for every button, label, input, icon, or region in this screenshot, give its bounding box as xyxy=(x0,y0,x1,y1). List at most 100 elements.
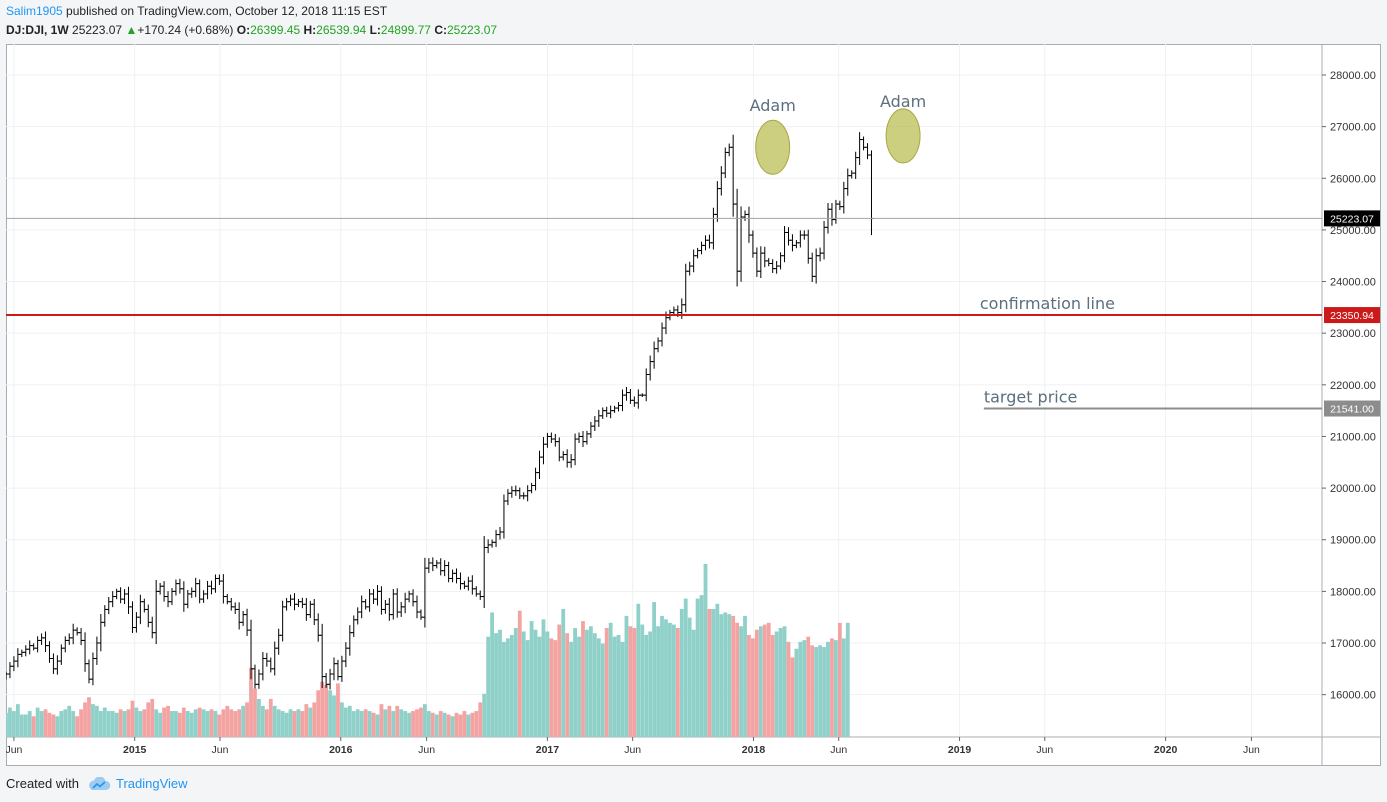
volume-bar xyxy=(608,622,613,737)
volume-bar xyxy=(841,638,846,737)
y-tick-label: 19000.00 xyxy=(1330,535,1376,547)
x-tick-label: 2015 xyxy=(123,744,147,756)
volume-bar xyxy=(284,712,289,737)
ohlc-bar xyxy=(394,588,400,618)
volume-bar xyxy=(502,641,506,737)
volume-bar xyxy=(743,615,747,737)
ohlc-bar xyxy=(556,437,562,462)
volume-bar xyxy=(656,626,660,737)
ohlc-bar xyxy=(19,649,25,658)
ohlc-bar xyxy=(386,598,392,621)
ohlc-bar xyxy=(651,341,657,369)
confirmation-line-label: confirmation line xyxy=(980,294,1115,313)
ohlc-bar xyxy=(406,590,412,603)
tradingview-link[interactable]: TradingView xyxy=(87,776,188,791)
volume-bar xyxy=(75,716,80,737)
volume-bar xyxy=(486,636,491,737)
ohlc-bar xyxy=(216,574,222,585)
ohlc-bar xyxy=(58,644,64,665)
volume-bar xyxy=(466,714,471,737)
volume-bar xyxy=(249,667,253,737)
volume-bar xyxy=(596,638,601,737)
ohlc-bar xyxy=(608,405,614,419)
volume-bar xyxy=(229,709,234,737)
volume-bar xyxy=(79,709,83,737)
volume-bar xyxy=(806,636,811,737)
publish-line: Salim1905 published on TradingView.com, … xyxy=(6,3,1381,20)
tradingview-cloud-icon xyxy=(89,776,111,790)
volume-bar xyxy=(411,711,415,737)
volume-bar xyxy=(533,629,538,737)
volume-bar xyxy=(395,705,400,737)
ohlc-bar xyxy=(517,487,523,500)
price-chart[interactable]: 16000.00 17000.00 18000.00 19000.00 20000.00… xyxy=(6,44,1381,766)
volume-bar xyxy=(675,628,680,737)
ohlc-bar xyxy=(319,623,325,688)
volume-bar xyxy=(494,633,498,737)
ohlc-bar xyxy=(576,432,582,443)
volume-bar xyxy=(260,705,265,737)
volume-bar xyxy=(691,629,696,737)
ohlc-bar xyxy=(552,434,558,447)
volume-bar xyxy=(324,685,329,737)
volume-bar xyxy=(142,709,147,737)
volume-bar xyxy=(134,707,139,737)
high-value: 26539.94 xyxy=(316,23,367,37)
volume-bar xyxy=(423,704,427,737)
author-link[interactable]: Salim1905 xyxy=(6,4,63,18)
ohlc-bar xyxy=(153,579,159,645)
chart-header: Salim1905 published on TradingView.com, … xyxy=(6,3,1381,40)
ohlc-bar xyxy=(157,583,163,595)
ohlc-bar xyxy=(169,587,175,606)
ohlc-bar xyxy=(149,616,155,639)
ohlc-bar xyxy=(533,467,539,491)
volume-bar xyxy=(810,645,815,737)
ohlc-bar xyxy=(31,643,37,651)
volume-bar xyxy=(383,709,388,737)
volume-bar xyxy=(719,614,724,737)
ohlc-bar xyxy=(845,168,851,196)
volume-bar xyxy=(347,705,352,737)
volume-bar xyxy=(154,709,159,737)
volume-bar xyxy=(300,711,305,737)
x-tick-label: 2017 xyxy=(536,744,560,756)
x-tick-label: Jun xyxy=(1036,744,1053,756)
ohlc-bar xyxy=(205,580,211,600)
ohlc-bar xyxy=(212,574,218,593)
volume-bar xyxy=(296,709,301,737)
symbol-label[interactable]: DJ:DJI, 1W xyxy=(6,23,69,37)
volume-bar xyxy=(703,564,708,737)
ohlc-bar xyxy=(141,598,147,613)
volume-bar xyxy=(213,711,218,737)
volume-bar xyxy=(458,714,463,737)
volume-bar xyxy=(332,695,336,737)
ohlc-bar xyxy=(477,590,483,600)
ohlc-bar xyxy=(382,599,388,614)
ohlc-bar xyxy=(378,586,384,615)
ohlc-bar xyxy=(284,597,290,611)
volume-bar xyxy=(288,709,293,737)
ohlc-bar xyxy=(442,560,448,577)
volume-bar xyxy=(91,704,95,737)
target-price-label: target price xyxy=(984,388,1078,407)
volume-bar xyxy=(632,628,637,737)
volume-bar xyxy=(391,711,396,737)
ohlc-bar xyxy=(620,389,626,412)
ohlc-bar xyxy=(343,642,349,668)
volume-bar xyxy=(798,641,803,737)
ohlc-bar xyxy=(86,659,92,684)
ohlc-bar xyxy=(544,432,550,448)
volume-bar xyxy=(320,681,325,737)
ohlc-bar xyxy=(201,590,207,603)
ohlc-bar xyxy=(220,574,226,604)
ohlc-bar xyxy=(307,600,313,619)
volume-bar xyxy=(782,626,787,737)
x-tick-label: Jun xyxy=(418,744,435,756)
volume-bar xyxy=(577,636,581,737)
ohlc-bar xyxy=(426,558,432,574)
ohlc-bar xyxy=(623,386,629,401)
up-triangle-icon: ▲ xyxy=(125,23,138,37)
ohlc-bar xyxy=(588,421,594,439)
volume-bar xyxy=(304,704,309,737)
ohlc-bar xyxy=(647,355,653,381)
